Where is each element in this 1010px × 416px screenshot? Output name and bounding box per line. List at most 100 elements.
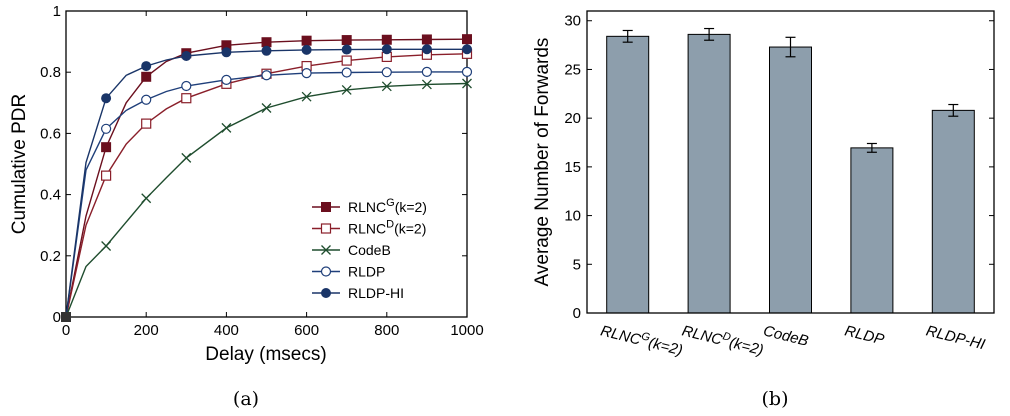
data-point <box>341 35 352 46</box>
legend-marker <box>321 288 331 298</box>
data-point <box>221 74 232 85</box>
data-point <box>341 44 352 55</box>
data-point <box>261 45 272 56</box>
legend-label: RLDP-HI <box>348 285 404 301</box>
x-tick-label: 200 <box>134 322 159 339</box>
data-point <box>221 47 232 58</box>
origin-point <box>61 312 71 322</box>
legend-marker <box>321 202 331 212</box>
legend-label: CodeB <box>348 242 391 258</box>
bar-chart-ylabel: Average Number of Forwards <box>532 38 553 287</box>
series-3 <box>65 66 473 318</box>
data-point <box>341 67 352 78</box>
data-point <box>181 50 192 61</box>
x-tick-label: 1000 <box>450 322 483 339</box>
y-tick-label: 1 <box>53 3 61 20</box>
bar-group <box>769 36 812 314</box>
series-2 <box>65 78 472 318</box>
legend-entry: RLNCD(k=2) <box>312 219 426 237</box>
data-point <box>141 94 152 105</box>
category-label-text: CodeB <box>762 322 811 350</box>
y-tick-label: 0.6 <box>40 125 61 142</box>
data-point <box>141 118 152 129</box>
bar-group <box>606 29 650 314</box>
bar <box>769 46 812 314</box>
bar-group <box>850 142 894 314</box>
caption-b: (b) <box>762 388 789 410</box>
line-chart-plot-area <box>65 10 468 318</box>
legend-entry: RLDP-HI <box>312 285 404 301</box>
legend-entry: CodeB <box>312 242 391 258</box>
data-point <box>421 66 432 77</box>
data-point <box>141 61 152 72</box>
data-point <box>421 34 432 45</box>
bar <box>850 147 894 314</box>
line-chart-ylabel: Cumulative PDR <box>9 94 30 234</box>
y-tick-label: 30 <box>564 13 581 30</box>
category-label-text: RLDP <box>843 322 886 348</box>
data-point <box>181 80 192 92</box>
bar-group <box>931 103 975 314</box>
caption-a: (a) <box>233 388 259 410</box>
series-0 <box>65 34 472 318</box>
y-tick-label: 25 <box>564 61 581 78</box>
category-label: RLNCD(k=2) <box>680 320 766 359</box>
legend-label: RLNCD(k=2) <box>348 219 426 237</box>
data-point <box>181 152 192 163</box>
bar <box>931 109 975 314</box>
y-tick-label: 5 <box>573 256 581 273</box>
data-point <box>381 44 392 55</box>
bar-chart-plot-area <box>586 10 995 314</box>
x-tick-label: 0 <box>62 322 70 339</box>
data-point <box>100 123 112 134</box>
x-tick-label: 400 <box>214 322 239 339</box>
series-line <box>65 38 468 318</box>
data-point <box>421 79 432 90</box>
data-point <box>100 170 112 181</box>
category-label: RLDP <box>843 322 886 348</box>
data-point <box>461 66 473 77</box>
data-point <box>261 37 272 48</box>
y-tick-label: 0 <box>53 309 61 326</box>
y-tick-label: 0 <box>573 305 581 322</box>
data-point <box>101 93 112 104</box>
line-chart-legend: RLNCG(k=2) RLNCD(k=2) CodeB RLDP RLDP-HI <box>312 197 427 301</box>
data-point <box>421 44 432 55</box>
data-point <box>341 84 352 95</box>
series-line <box>65 53 468 318</box>
data-point <box>181 93 192 104</box>
data-point <box>462 34 472 45</box>
category-label: CodeB <box>762 322 811 350</box>
bar-chart-panel: 0 5 10 15 20 25 30 RLNCG(k=2)RLNCD(k=2)CodeB RLD… <box>532 10 995 410</box>
legend-entry: RLNCG(k=2) <box>312 197 427 215</box>
data-point <box>381 81 392 92</box>
y-tick-label: 10 <box>564 208 581 225</box>
data-point <box>301 44 312 55</box>
x-tick-label: 800 <box>374 322 399 339</box>
legend-marker <box>320 223 332 234</box>
data-point <box>141 193 152 204</box>
bar <box>606 35 650 314</box>
data-point <box>261 70 272 81</box>
data-point <box>381 67 392 78</box>
legend-label: RLDP <box>348 264 385 280</box>
data-point <box>221 122 232 133</box>
line-chart-xlabel: Delay (msecs) <box>205 344 326 365</box>
y-tick-label: 20 <box>564 110 581 127</box>
data-point <box>101 142 112 153</box>
data-point <box>261 103 272 113</box>
category-label: RLNCG(k=2) <box>599 320 685 359</box>
legend-marker <box>321 245 331 255</box>
series-1 <box>65 48 473 318</box>
data-point <box>101 241 112 251</box>
category-label: RLDP-HI <box>924 322 986 353</box>
category-label-text: RLDP-HI <box>924 322 986 353</box>
data-point <box>141 71 152 82</box>
y-tick-label: 0.8 <box>40 64 61 81</box>
data-point <box>462 78 472 89</box>
category-label-text: RLNCD(k=2) <box>680 320 766 359</box>
series-4 <box>65 44 472 318</box>
data-point <box>301 91 312 102</box>
data-point <box>462 44 472 55</box>
